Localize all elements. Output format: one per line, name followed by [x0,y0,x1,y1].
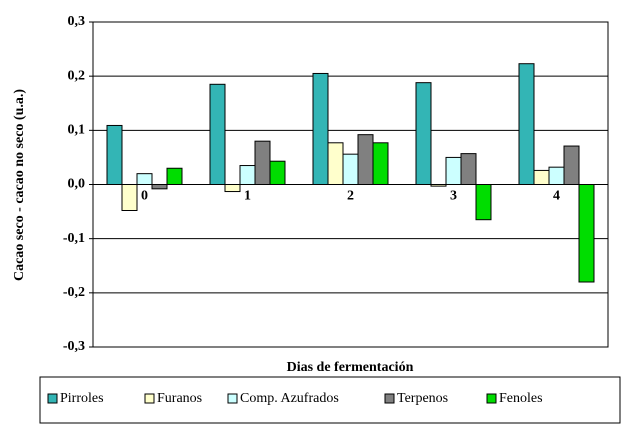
bar [151,184,168,190]
x-tick-label: 0 [141,189,148,204]
legend-swatch [486,393,497,404]
legend-label: Terpenos [397,391,448,406]
x-tick-label: 1 [244,189,251,204]
bar [342,153,359,186]
bar [372,142,389,186]
bar [533,169,550,186]
bar [224,184,241,193]
legend-swatch [384,393,395,404]
legend-swatch [47,393,58,404]
bar [106,124,123,186]
bar [254,140,271,186]
bar [460,153,477,185]
x-tick-label: 4 [553,189,560,204]
bar [357,134,374,186]
legend-label: Fenoles [499,391,543,406]
bar [239,165,256,186]
legend-label: Comp. Azufrados [240,391,339,406]
bar [121,184,138,211]
y-tick-label: 0,3 [68,14,86,29]
y-tick-label: -0,3 [63,339,85,354]
y-tick-label: -0,1 [63,231,85,246]
y-tick-label: 0,0 [68,177,86,192]
x-axis-title: Dias de fermentación [287,360,414,375]
bar [548,166,565,186]
bar [327,142,344,186]
bar [430,184,447,187]
legend-swatch [227,393,238,404]
y-tick-label: 0,2 [68,68,86,83]
legend-label: Furanos [157,391,202,406]
bar [312,72,329,185]
bar [136,173,153,186]
bar [475,184,492,221]
bar [518,63,535,185]
bar [563,145,580,186]
x-tick-label: 3 [450,189,457,204]
x-tick-label: 2 [347,189,354,204]
y-axis-title: Cacao seco - cacao no seco (u.a.) [12,89,27,281]
bar [166,167,183,185]
bar [578,184,595,283]
legend-label: Pirroles [60,391,104,406]
legend-swatch [144,393,155,404]
y-tick-label: 0,1 [68,123,86,138]
bar [269,160,286,185]
bar [415,82,432,185]
bar [209,83,226,185]
bar [445,156,462,186]
y-tick-label: -0,2 [63,285,85,300]
legend-box [39,376,621,424]
